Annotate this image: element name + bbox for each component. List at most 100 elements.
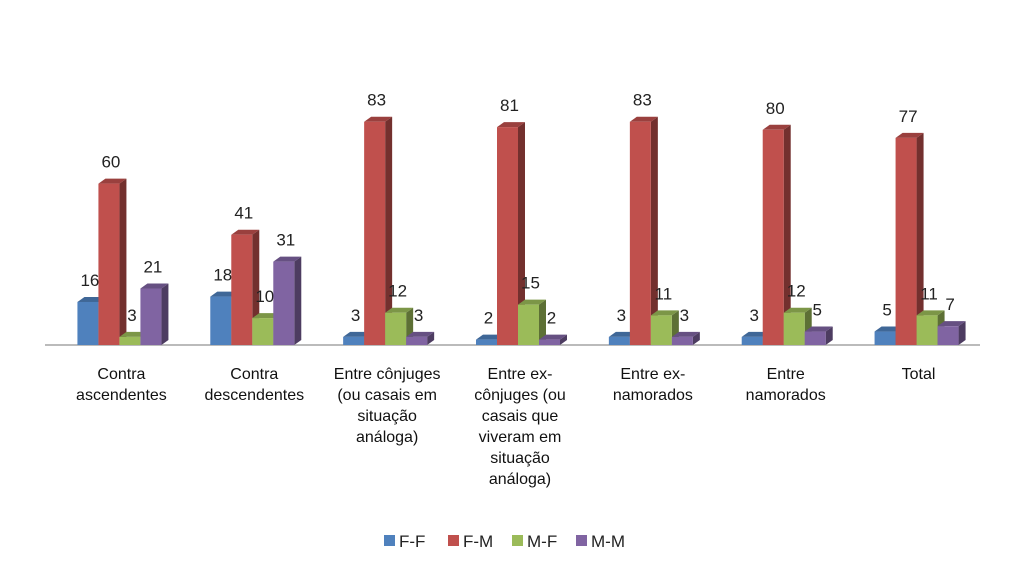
bar-side <box>650 116 658 345</box>
x-tick-label: Entre namorados <box>745 366 826 404</box>
bar-top <box>671 331 700 337</box>
bar-front <box>539 339 560 345</box>
value-label: 5 <box>882 301 891 320</box>
value-label: 3 <box>127 306 136 325</box>
x-tick-label: Total <box>901 366 936 383</box>
bar-side <box>783 124 791 345</box>
value-label: 3 <box>351 306 360 325</box>
value-label: 10 <box>255 287 274 306</box>
bar-top <box>518 299 546 305</box>
bar-side <box>958 321 966 345</box>
bar-front <box>629 121 651 345</box>
bar-top <box>497 122 525 128</box>
bar-top <box>629 116 658 122</box>
bar-side <box>161 283 169 345</box>
value-label: 2 <box>547 309 556 328</box>
value-label: 3 <box>680 306 689 325</box>
bar-side <box>294 256 302 345</box>
value-label: 31 <box>276 231 295 250</box>
bar-top <box>650 310 679 316</box>
legend-label: M-M <box>591 532 625 551</box>
bar-front <box>804 331 826 345</box>
bar-top <box>385 307 414 313</box>
bar-front <box>98 183 120 345</box>
bar <box>98 178 127 345</box>
x-tick-label: Entre ex-namorados <box>612 366 693 404</box>
value-label: 3 <box>414 306 423 325</box>
bar-top <box>539 334 567 340</box>
value-label: 3 <box>617 306 626 325</box>
legend-swatch <box>576 535 587 546</box>
value-label: 2 <box>484 309 493 328</box>
bar <box>364 116 393 345</box>
bar-front <box>608 336 630 345</box>
bar-side <box>539 299 546 345</box>
bar-front <box>140 288 162 345</box>
bar-top <box>895 132 924 138</box>
bar-top <box>98 178 127 184</box>
bar <box>518 299 546 345</box>
bar-front <box>385 312 407 345</box>
bar-side <box>385 116 393 345</box>
value-label: 21 <box>143 258 162 277</box>
legend-label: F-M <box>463 532 493 551</box>
bar-top <box>140 283 169 289</box>
value-label: 11 <box>655 284 673 303</box>
bar-front <box>343 336 365 345</box>
bar-front <box>364 121 386 345</box>
bar-front <box>762 129 784 345</box>
bar-front <box>741 336 763 345</box>
value-label: 12 <box>787 282 806 301</box>
bar-front <box>518 304 539 345</box>
bar-front <box>783 312 805 345</box>
bar-front <box>650 315 672 345</box>
bar <box>671 331 700 345</box>
x-tick-label: Entre cônjuges (ou casais em situação an… <box>333 366 441 446</box>
bar <box>629 116 658 345</box>
bar-side <box>692 331 700 345</box>
bar <box>140 283 169 345</box>
bar-top <box>937 321 966 327</box>
bar <box>937 321 966 345</box>
bar <box>385 307 414 345</box>
value-label: 16 <box>80 271 99 290</box>
value-label: 5 <box>812 301 821 320</box>
value-label: 83 <box>633 91 652 110</box>
bar-front <box>874 331 896 345</box>
bar-side <box>518 122 525 345</box>
legend-swatch <box>512 535 523 546</box>
bar-front <box>916 315 938 345</box>
bar <box>497 122 525 345</box>
bar <box>273 256 302 345</box>
bar-top <box>273 256 302 262</box>
legend-label: M-F <box>527 532 557 551</box>
bar-front <box>231 234 253 345</box>
value-label: 15 <box>521 274 540 293</box>
value-label: 81 <box>500 96 519 115</box>
bar <box>895 132 924 345</box>
bar-front <box>497 127 518 345</box>
legend-swatch <box>448 535 459 546</box>
bar-front <box>406 336 428 345</box>
value-label: 7 <box>945 295 954 314</box>
bar-front <box>210 296 232 345</box>
bar-top <box>916 310 945 316</box>
bar-side <box>825 326 833 345</box>
bar-front <box>119 336 141 345</box>
bar-front <box>273 261 295 345</box>
legend-label: F-F <box>399 532 425 551</box>
bar <box>804 326 833 345</box>
bar-side <box>916 132 924 345</box>
bar-top <box>406 331 435 337</box>
value-label: 18 <box>213 266 232 285</box>
bar-top <box>231 229 260 235</box>
value-label: 83 <box>367 91 386 110</box>
value-label: 12 <box>388 282 407 301</box>
value-label: 77 <box>899 107 918 126</box>
bar <box>762 124 791 345</box>
value-label: 60 <box>101 153 120 172</box>
bar-top <box>762 124 791 130</box>
bar-front <box>252 318 274 345</box>
